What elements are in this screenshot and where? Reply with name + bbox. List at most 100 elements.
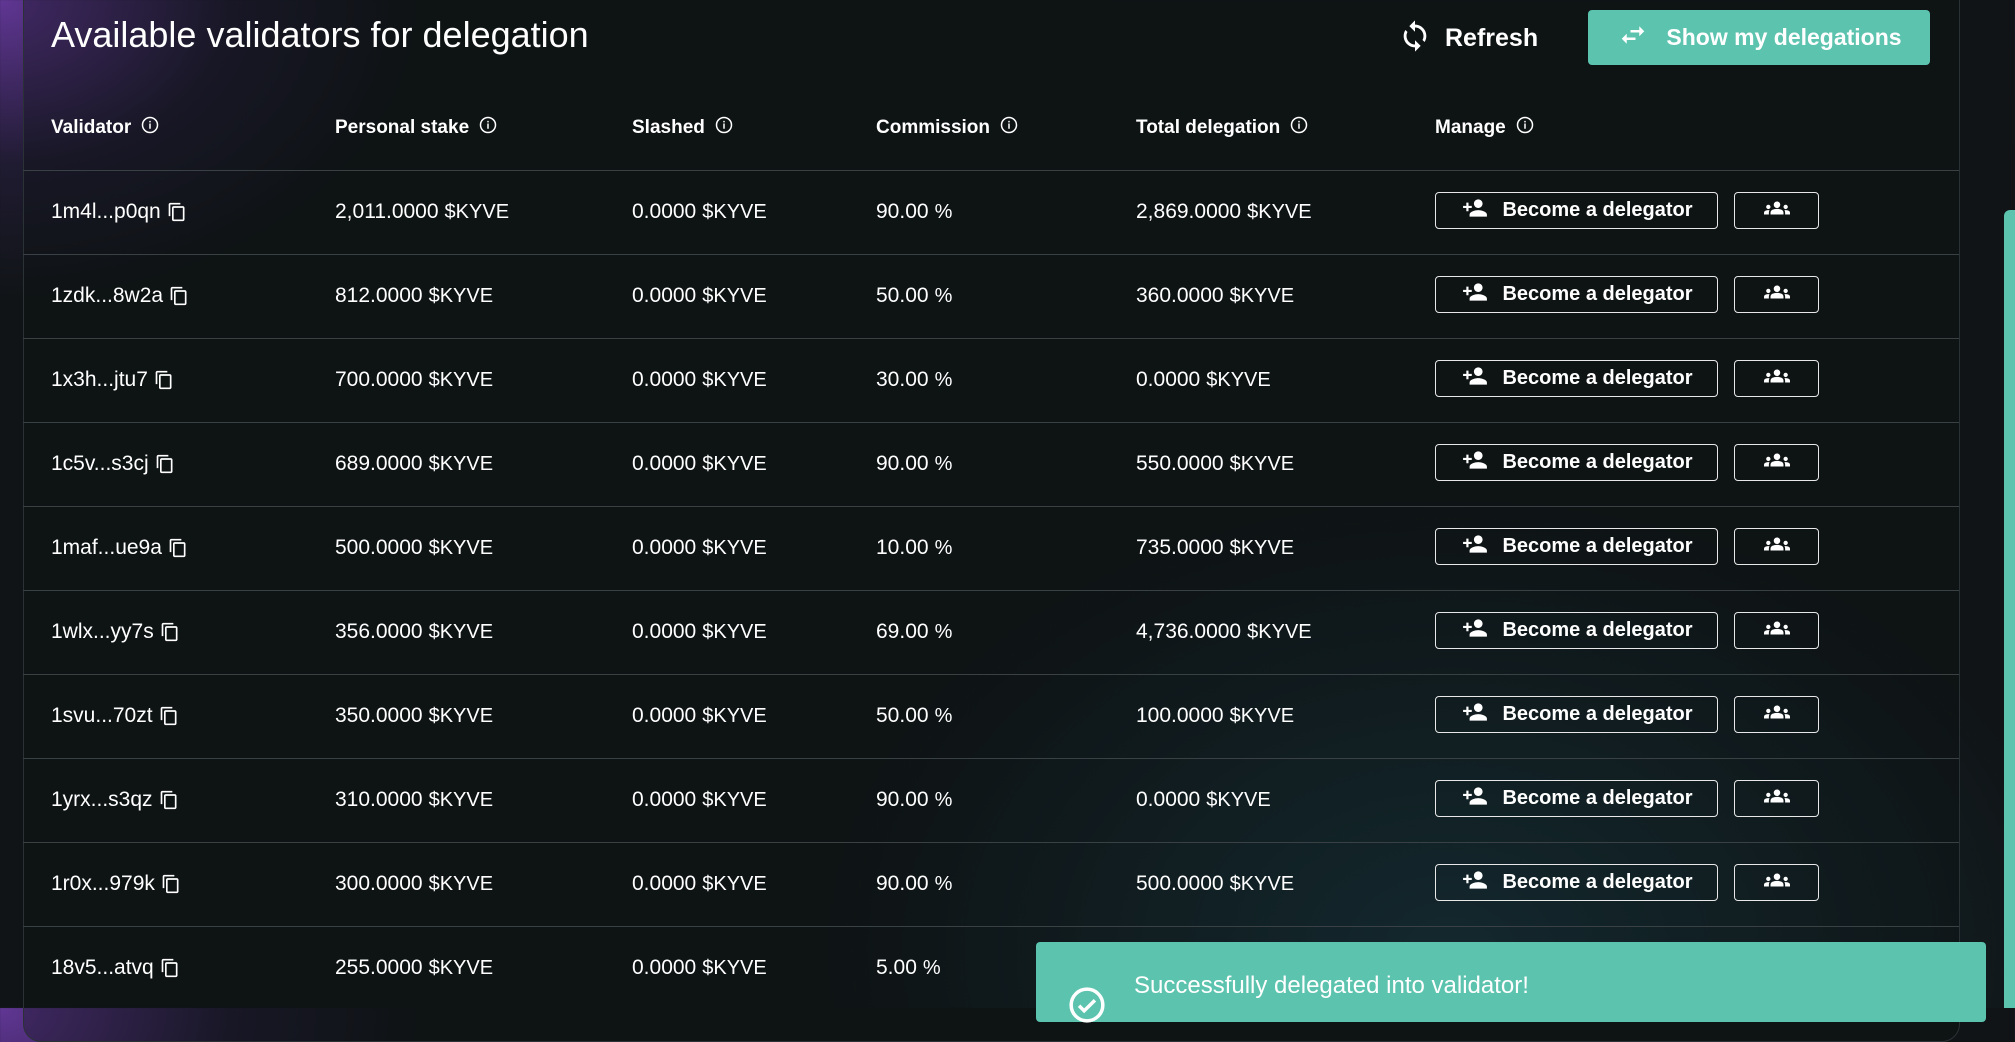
- copy-icon[interactable]: [155, 453, 175, 475]
- unit-label: $KYVE: [702, 788, 767, 811]
- info-icon[interactable]: [715, 116, 733, 140]
- total-delegation-cell: 735.0000 $KYVE: [1136, 506, 1294, 590]
- slashed-value: 0.0000: [632, 788, 697, 811]
- person-add-icon: [1460, 195, 1490, 227]
- percent-sign: %: [934, 452, 953, 475]
- unit-label: $KYVE: [702, 872, 767, 895]
- unit-label: $KYVE: [444, 200, 510, 223]
- view-delegators-button[interactable]: [1734, 780, 1819, 817]
- validator-address: 1c5v...s3cj: [51, 452, 149, 475]
- copy-icon[interactable]: [160, 957, 180, 979]
- slashed-cell: 0.0000 $KYVE: [632, 422, 767, 506]
- commission-value: 90.00: [876, 200, 929, 223]
- become-delegator-label: Become a delegator: [1502, 367, 1693, 389]
- become-delegator-button[interactable]: Become a delegator: [1435, 444, 1718, 481]
- info-icon[interactable]: [479, 116, 497, 140]
- percent-sign: %: [934, 368, 953, 391]
- become-delegator-button[interactable]: Become a delegator: [1435, 612, 1718, 649]
- view-delegators-button[interactable]: [1734, 444, 1819, 481]
- slashed-value: 0.0000: [632, 536, 697, 559]
- total-delegation-cell: 100.0000 $KYVE: [1136, 674, 1294, 758]
- unit-label: $KYVE: [428, 956, 494, 979]
- personal-stake-value: 300.0000: [335, 872, 423, 895]
- become-delegator-button[interactable]: Become a delegator: [1435, 360, 1718, 397]
- copy-icon[interactable]: [159, 789, 179, 811]
- copy-icon[interactable]: [154, 369, 174, 391]
- row-divider: [23, 842, 1959, 843]
- column-header-slashed: Slashed: [632, 116, 733, 140]
- view-delegators-button[interactable]: [1734, 612, 1819, 649]
- become-delegator-label: Become a delegator: [1502, 703, 1693, 725]
- show-my-delegations-button[interactable]: Show my delegations: [1588, 10, 1930, 65]
- refresh-icon: [1395, 19, 1435, 58]
- view-delegators-button[interactable]: [1734, 276, 1819, 313]
- personal-stake-cell: 700.0000 $KYVE: [335, 338, 493, 422]
- info-icon[interactable]: [1516, 116, 1534, 140]
- slashed-value: 0.0000: [632, 452, 697, 475]
- become-delegator-button[interactable]: Become a delegator: [1435, 276, 1718, 313]
- become-delegator-label: Become a delegator: [1502, 871, 1693, 893]
- personal-stake-value: 255.0000: [335, 956, 423, 979]
- copy-icon[interactable]: [169, 285, 189, 307]
- slashed-cell: 0.0000 $KYVE: [632, 254, 767, 338]
- commission-cell: 10.00%: [876, 506, 952, 590]
- become-delegator-button[interactable]: Become a delegator: [1435, 864, 1718, 901]
- view-delegators-button[interactable]: [1734, 528, 1819, 565]
- copy-icon[interactable]: [159, 705, 179, 727]
- unit-label: $KYVE: [1247, 200, 1312, 223]
- slashed-cell: 0.0000 $KYVE: [632, 590, 767, 674]
- percent-sign: %: [934, 788, 953, 811]
- validator-address: 1m4l...p0qn: [51, 200, 161, 223]
- total-delegation-cell: 4,736.0000 $KYVE: [1136, 590, 1312, 674]
- total-delegation-cell: 550.0000 $KYVE: [1136, 422, 1294, 506]
- copy-icon[interactable]: [167, 201, 187, 223]
- percent-sign: %: [922, 956, 941, 979]
- refresh-button[interactable]: Refresh: [1395, 16, 1538, 60]
- commission-cell: 50.00%: [876, 674, 952, 758]
- commission-value: 50.00: [876, 284, 929, 307]
- info-icon[interactable]: [1290, 116, 1308, 140]
- unit-label: $KYVE: [1206, 368, 1271, 391]
- total-delegation-cell: 500.0000 $KYVE: [1136, 842, 1294, 926]
- validator-cell: 1x3h...jtu7: [51, 338, 174, 422]
- percent-sign: %: [934, 200, 953, 223]
- person-add-icon: [1460, 615, 1490, 647]
- become-delegator-button[interactable]: Become a delegator: [1435, 696, 1718, 733]
- personal-stake-cell: 812.0000 $KYVE: [335, 254, 493, 338]
- slashed-value: 0.0000: [632, 200, 697, 223]
- percent-sign: %: [934, 620, 953, 643]
- swap-arrows-icon: [1616, 20, 1650, 55]
- personal-stake-value: 350.0000: [335, 704, 423, 727]
- become-delegator-button[interactable]: Become a delegator: [1435, 192, 1718, 229]
- scrollbar[interactable]: [2004, 210, 2015, 1008]
- become-delegator-button[interactable]: Become a delegator: [1435, 528, 1718, 565]
- column-header-total-delegation: Total delegation: [1136, 116, 1308, 140]
- column-header-personal-stake: Personal stake: [335, 116, 497, 140]
- validator-address: 1r0x...979k: [51, 872, 155, 895]
- group-icon: [1761, 279, 1793, 310]
- validator-address: 1zdk...8w2a: [51, 284, 164, 307]
- copy-icon[interactable]: [168, 537, 188, 559]
- copy-icon[interactable]: [160, 621, 180, 643]
- toast-message: Successfully delegated into validator!: [1134, 972, 1529, 999]
- commission-value: 90.00: [876, 788, 929, 811]
- slashed-value: 0.0000: [632, 704, 697, 727]
- become-delegator-button[interactable]: Become a delegator: [1435, 780, 1718, 817]
- unit-label: $KYVE: [428, 368, 494, 391]
- view-delegators-button[interactable]: [1734, 696, 1819, 733]
- view-delegators-button[interactable]: [1734, 192, 1819, 229]
- view-delegators-button[interactable]: [1734, 864, 1819, 901]
- group-icon: [1761, 867, 1793, 898]
- personal-stake-cell: 356.0000 $KYVE: [335, 590, 493, 674]
- slashed-cell: 0.0000 $KYVE: [632, 170, 767, 254]
- personal-stake-cell: 689.0000 $KYVE: [335, 422, 493, 506]
- view-delegators-button[interactable]: [1734, 360, 1819, 397]
- copy-icon[interactable]: [161, 873, 181, 895]
- total-delegation-value: 500.0000: [1136, 872, 1224, 895]
- validator-cell: 18v5...atvq: [51, 926, 180, 1010]
- unit-label: $KYVE: [702, 536, 767, 559]
- info-icon[interactable]: [141, 116, 159, 140]
- slashed-value: 0.0000: [632, 956, 697, 979]
- info-icon[interactable]: [1000, 116, 1018, 140]
- column-header-manage: Manage: [1435, 116, 1534, 140]
